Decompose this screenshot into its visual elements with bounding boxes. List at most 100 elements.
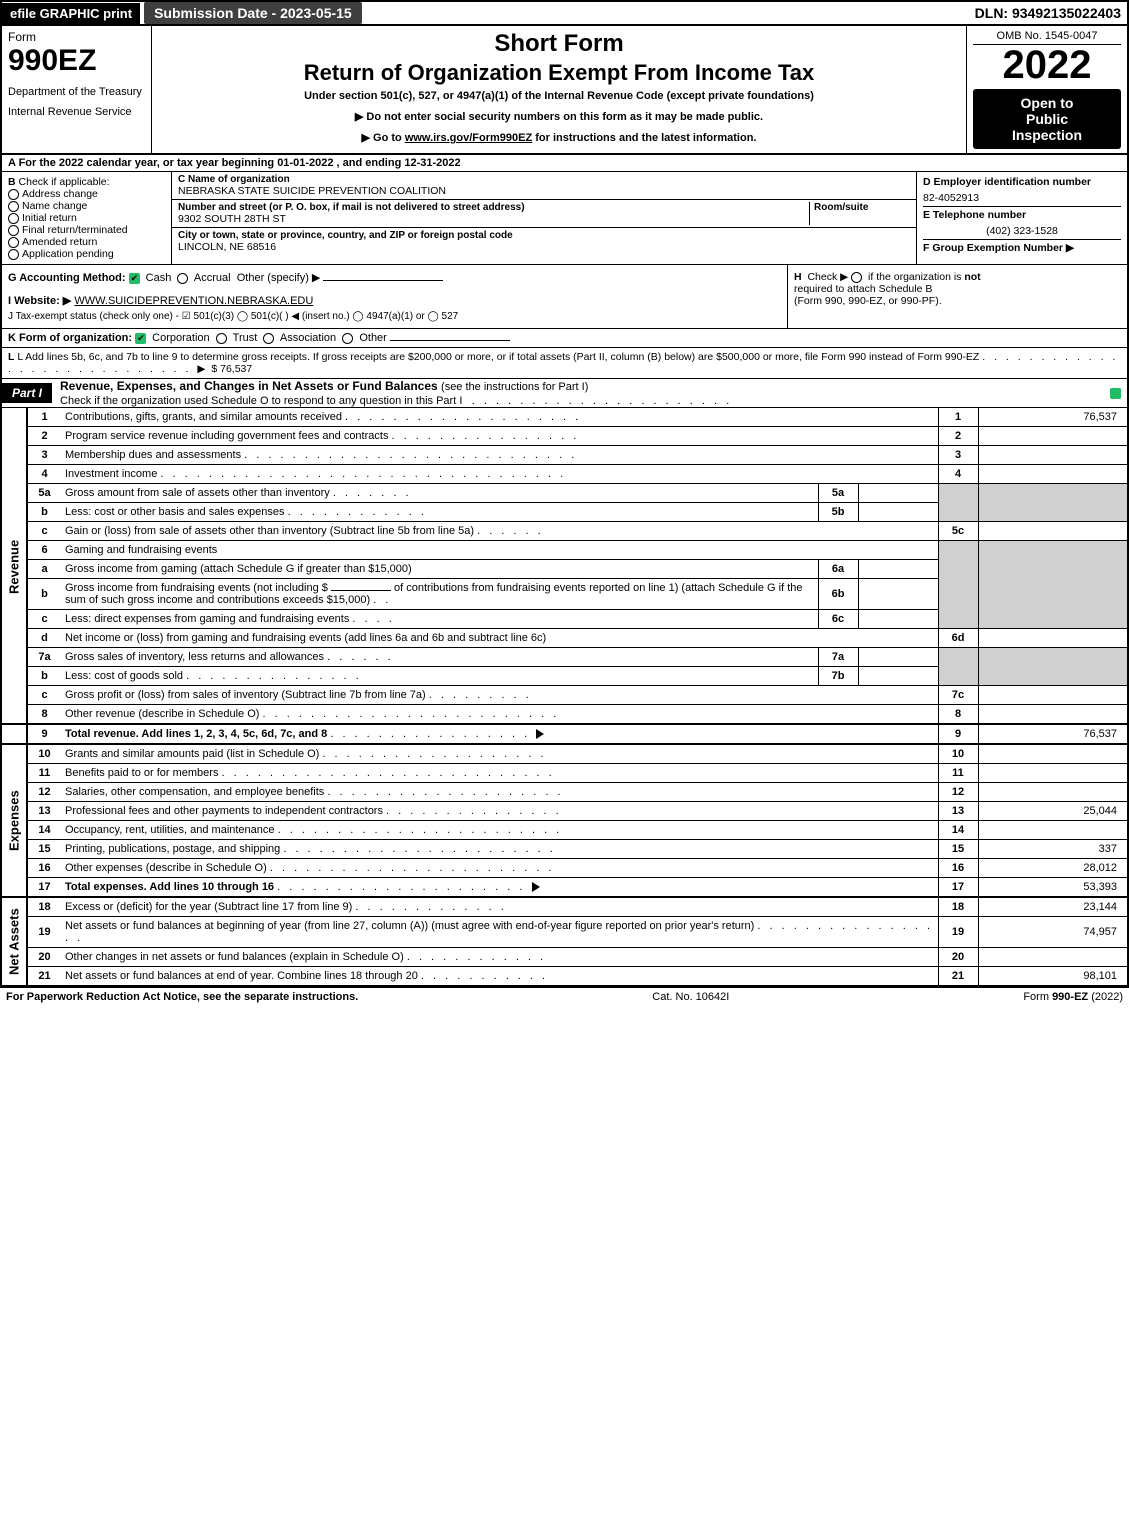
d-label: D Employer identification number	[923, 176, 1091, 188]
chk-association[interactable]	[263, 333, 274, 344]
l-text: L Add lines 5b, 6c, and 7b to line 9 to …	[17, 351, 979, 363]
b-item-2: Initial return	[22, 212, 77, 224]
l13-rnum: 13	[938, 802, 978, 821]
chk-schedule-b[interactable]	[851, 272, 862, 283]
l17-rnum: 17	[938, 878, 978, 898]
irs-link[interactable]: www.irs.gov/Form990EZ	[405, 132, 532, 144]
l17-desc: Total expenses. Add lines 10 through 16	[65, 881, 274, 893]
l1-desc: Contributions, gifts, grants, and simila…	[65, 411, 342, 423]
l21-rnum: 21	[938, 967, 978, 987]
chk-cash[interactable]	[129, 273, 140, 284]
l5c-num: c	[27, 522, 61, 541]
k-label: K Form of organization:	[8, 332, 132, 344]
b-item-0: Address change	[22, 188, 98, 200]
l8-num: 8	[27, 705, 61, 725]
l7ab-shade-amt	[978, 648, 1128, 686]
l1-amt: 76,537	[978, 408, 1128, 427]
l19-desc: Net assets or fund balances at beginning…	[65, 920, 754, 932]
footer-left: For Paperwork Reduction Act Notice, see …	[6, 991, 358, 1003]
l7b-num: b	[27, 667, 61, 686]
e-label: E Telephone number	[923, 209, 1026, 221]
c-name-label: C Name of organization	[178, 174, 910, 185]
l6-desc: Gaming and fundraising events	[65, 544, 217, 556]
chk-name-change[interactable]	[8, 201, 19, 212]
chk-address-change[interactable]	[8, 189, 19, 200]
goto-line: ▶ Go to www.irs.gov/Form990EZ for instru…	[162, 131, 956, 144]
l11-num: 11	[27, 764, 61, 783]
l8-desc: Other revenue (describe in Schedule O)	[65, 708, 259, 720]
chk-corporation[interactable]	[135, 333, 146, 344]
part-1-sub: (see the instructions for Part I)	[441, 381, 588, 393]
l15-amt: 337	[978, 840, 1128, 859]
l10-num: 10	[27, 744, 61, 764]
g-other-blank[interactable]	[323, 280, 443, 281]
header-right: OMB No. 1545-0047 2022 Open to Public In…	[967, 26, 1127, 153]
l11-rnum: 11	[938, 764, 978, 783]
revenue-side-label: Revenue	[1, 408, 27, 724]
l6b-blank[interactable]	[331, 590, 391, 591]
top-bar: efile GRAPHIC print Submission Date - 20…	[0, 0, 1129, 26]
l16-amt: 28,012	[978, 859, 1128, 878]
chk-accrual[interactable]	[177, 273, 188, 284]
l16-desc: Other expenses (describe in Schedule O)	[65, 862, 267, 874]
section-b: B Check if applicable: Address change Na…	[2, 172, 172, 264]
b-item-3: Final return/terminated	[22, 224, 128, 236]
l3-desc: Membership dues and assessments	[65, 449, 241, 461]
l16-num: 16	[27, 859, 61, 878]
chk-application-pending[interactable]	[8, 249, 19, 260]
dept-treasury: Department of the Treasury	[8, 86, 145, 98]
l6d-num: d	[27, 629, 61, 648]
b-item-1: Name change	[22, 200, 87, 212]
chk-other-org[interactable]	[342, 333, 353, 344]
l6a-desc: Gross income from gaming (attach Schedul…	[65, 563, 412, 575]
l6b-box: 6b	[818, 579, 858, 610]
i-label: I Website: ▶	[8, 295, 71, 307]
phone-value: (402) 323-1528	[923, 223, 1121, 239]
section-c: C Name of organization NEBRASKA STATE SU…	[172, 172, 917, 264]
l6-shade-amt	[978, 541, 1128, 629]
section-gh: G Accounting Method: Cash Accrual Other …	[0, 265, 1129, 329]
chk-amended-return[interactable]	[8, 237, 19, 248]
section-g: G Accounting Method: Cash Accrual Other …	[2, 265, 787, 328]
arrow-icon	[532, 882, 540, 892]
expenses-side-label: Expenses	[1, 744, 27, 897]
g-cash: Cash	[146, 272, 172, 284]
section-def: D Employer identification number 82-4052…	[917, 172, 1127, 264]
l6a-val	[858, 560, 938, 579]
city-state-zip: LINCOLN, NE 68516	[178, 241, 910, 253]
form-number: 990EZ	[8, 44, 145, 78]
return-title: Return of Organization Exempt From Incom…	[162, 60, 956, 86]
h-text3: not	[964, 271, 980, 283]
l18-rnum: 18	[938, 897, 978, 917]
chk-final-return[interactable]	[8, 225, 19, 236]
k-assoc: Association	[280, 332, 336, 344]
chk-initial-return[interactable]	[8, 213, 19, 224]
k-other-blank[interactable]	[390, 340, 510, 341]
chk-trust[interactable]	[216, 333, 227, 344]
l5ab-shade	[938, 484, 978, 522]
l9-rnum: 9	[938, 724, 978, 744]
k-other: Other	[359, 332, 387, 344]
l13-desc: Professional fees and other payments to …	[65, 805, 383, 817]
l10-rnum: 10	[938, 744, 978, 764]
part-1-header: Part I Revenue, Expenses, and Changes in…	[0, 379, 1129, 408]
l4-amt	[978, 465, 1128, 484]
l8-amt	[978, 705, 1128, 725]
website-value[interactable]: WWW.SUICIDEPREVENTION.NEBRASKA.EDU	[74, 295, 313, 307]
b-item-5: Application pending	[22, 248, 114, 260]
l3-num: 3	[27, 446, 61, 465]
l6c-val	[858, 610, 938, 629]
l9-desc: Total revenue. Add lines 1, 2, 3, 4, 5c,…	[65, 728, 327, 740]
l7b-val	[858, 667, 938, 686]
l11-desc: Benefits paid to or for members	[65, 767, 218, 779]
l2-num: 2	[27, 427, 61, 446]
l6b-val	[858, 579, 938, 610]
l2-desc: Program service revenue including govern…	[65, 430, 388, 442]
part-1-table: Revenue 1 Contributions, gifts, grants, …	[0, 408, 1129, 987]
l15-desc: Printing, publications, postage, and shi…	[65, 843, 280, 855]
open-1: Open to	[977, 95, 1117, 111]
l9-num: 9	[27, 724, 61, 744]
l5c-amt	[978, 522, 1128, 541]
efile-label[interactable]: efile GRAPHIC print	[2, 3, 140, 24]
chk-schedule-o[interactable]	[1110, 388, 1121, 399]
